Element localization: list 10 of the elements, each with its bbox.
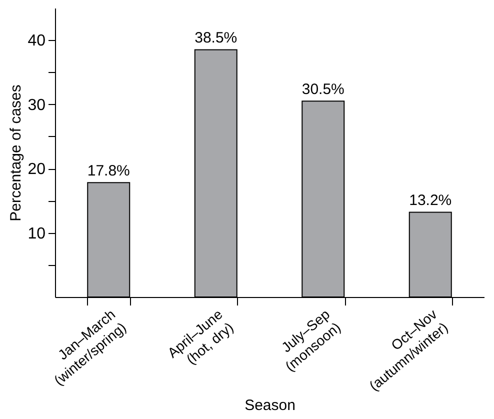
- y-tick-label: 40: [28, 32, 46, 50]
- y-tick-label: 20: [28, 161, 46, 178]
- y-tick-label: 10: [28, 225, 46, 242]
- data-label: 38.5%: [194, 30, 238, 47]
- data-label: 30.5%: [302, 81, 344, 98]
- data-label: 13.2%: [409, 192, 452, 210]
- y-tick-label: 30: [28, 96, 46, 114]
- y-axis-title: Percentage of cases: [8, 84, 25, 222]
- x-axis-title: Season: [244, 396, 296, 414]
- data-label: 17.8%: [87, 162, 130, 180]
